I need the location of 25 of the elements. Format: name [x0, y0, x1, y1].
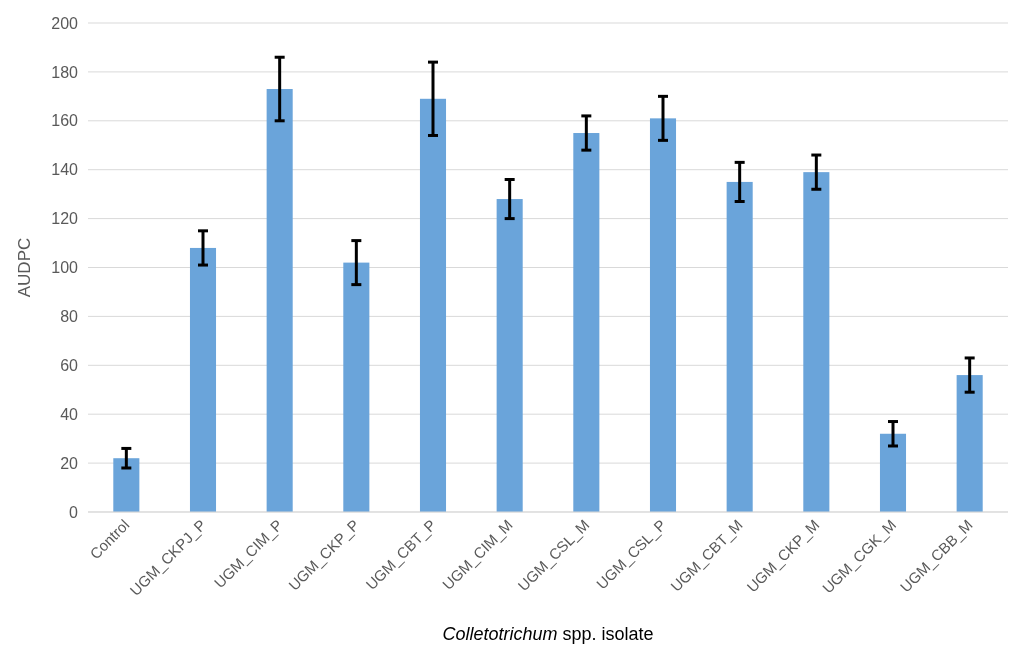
y-tick-label: 80: [60, 308, 79, 325]
y-tick-label: 140: [51, 161, 79, 179]
bar: [266, 89, 293, 512]
y-tick-label: 0: [69, 503, 79, 521]
bar: [496, 199, 523, 512]
y-tick-label: 200: [51, 14, 79, 32]
y-tick-label: 100: [51, 259, 79, 277]
bar: [803, 172, 830, 512]
bar: [879, 433, 907, 512]
bar: [573, 133, 600, 512]
y-tick-label: 160: [51, 112, 79, 130]
bar: [113, 458, 140, 512]
y-tick-label: 20: [60, 454, 79, 472]
y-tick-label: 180: [51, 63, 79, 81]
bar: [649, 118, 677, 512]
y-tick-label: 40: [60, 405, 79, 423]
x-axis-title: Colletotrichum spp. isolate: [442, 624, 654, 644]
bar: [726, 181, 753, 512]
y-axis-title: AUDPC: [15, 237, 34, 298]
bar: [419, 98, 447, 512]
bar: [343, 262, 370, 512]
bar: [189, 247, 217, 512]
bar: [956, 375, 983, 512]
y-tick-label: 60: [60, 356, 79, 374]
y-tick-label: 120: [51, 210, 79, 228]
